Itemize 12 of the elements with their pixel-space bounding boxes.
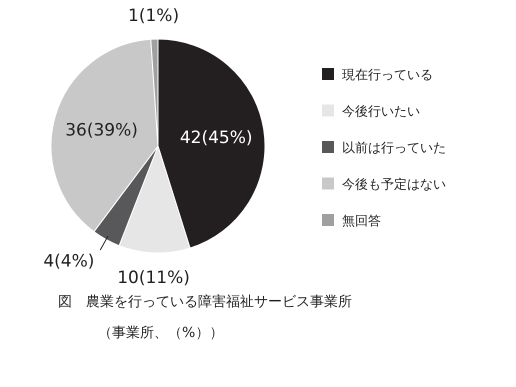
data-label: 1(1%) [128, 6, 180, 26]
legend-label: 無回答 [342, 214, 381, 229]
data-label: 36(39%) [65, 120, 138, 140]
text: （事業所、（%）） [98, 325, 224, 341]
legend-label: 今後行いたい [342, 104, 420, 120]
data-label: 4(4%) [43, 252, 94, 272]
text: 図 農業を行っている障害福祉サービス事業所 [58, 294, 352, 310]
data-label: 10(11%) [117, 268, 190, 288]
legend-label: 現在行っている [342, 68, 433, 83]
legend-label: 以前は行っていた [342, 141, 446, 156]
legend-label: 今後も予定はない [342, 178, 446, 192]
data-label: 42(45%) [180, 128, 253, 148]
